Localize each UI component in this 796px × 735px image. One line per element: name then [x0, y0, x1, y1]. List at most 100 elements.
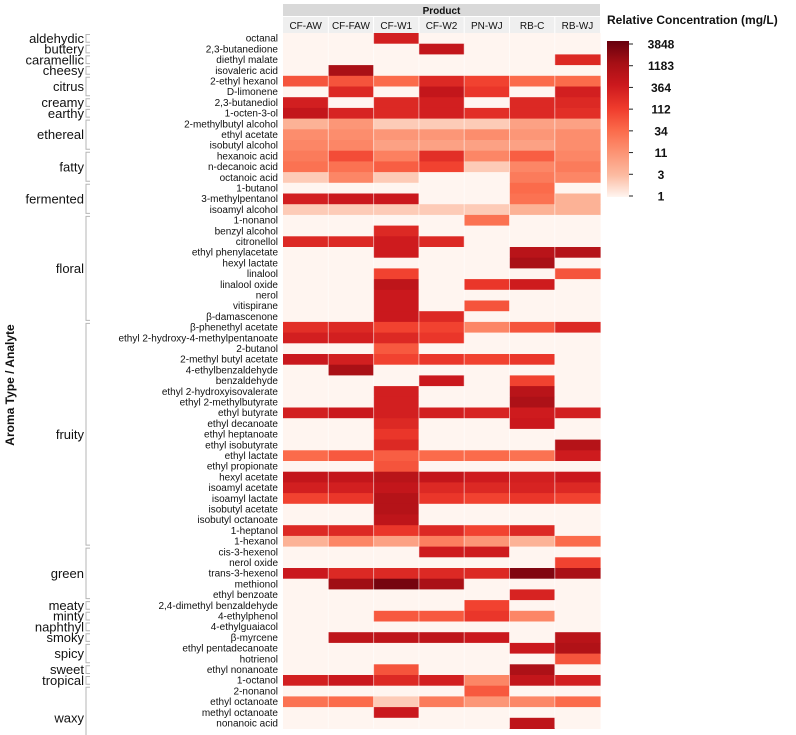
- heatmap-cell: [464, 450, 510, 462]
- heatmap-cell: [554, 311, 601, 323]
- heatmap-cell: [373, 471, 420, 483]
- aroma-group-label: naphthyl: [35, 619, 84, 634]
- product-header-band: [283, 4, 600, 16]
- heatmap-cell: [418, 364, 465, 376]
- analyte-label: isobutyl alcohol: [210, 141, 278, 152]
- heatmap-cell: [509, 118, 556, 130]
- heatmap-cell: [373, 289, 420, 301]
- heatmap-cell: [283, 514, 329, 526]
- heatmap-cell: [509, 568, 556, 580]
- analyte-label: vitispirane: [233, 301, 278, 312]
- heatmap-cell: [554, 182, 601, 194]
- heatmap-cell: [464, 364, 510, 376]
- analyte-label: 1-nonanol: [234, 216, 278, 227]
- heatmap-cell: [373, 236, 420, 248]
- heatmap-cell: [328, 257, 375, 269]
- heatmap-cell: [373, 450, 420, 462]
- heatmap-cell: [283, 439, 329, 451]
- heatmap-cell: [554, 493, 601, 505]
- heatmap-cell: [464, 707, 510, 719]
- heatmap-cell: [418, 621, 465, 633]
- aroma-group-bracket: [85, 66, 90, 75]
- heatmap-cell: [328, 43, 375, 55]
- heatmap-cell: [328, 375, 375, 387]
- heatmap-cell: [283, 525, 329, 537]
- heatmap-cell: [554, 653, 601, 665]
- heatmap-cell: [509, 589, 556, 601]
- heatmap-cell: [554, 65, 601, 77]
- heatmap-cell: [283, 675, 329, 687]
- aroma-group-label: aldehydic: [29, 31, 84, 46]
- heatmap-cell: [328, 129, 375, 141]
- heatmap-cell: [464, 332, 510, 344]
- heatmap-cell: [418, 461, 465, 473]
- heatmap-cell: [283, 161, 329, 173]
- heatmap-cell: [418, 439, 465, 451]
- heatmap-cell: [328, 236, 375, 248]
- heatmap-cell: [283, 632, 329, 644]
- heatmap-cell: [373, 482, 420, 494]
- heatmap-cell: [554, 193, 601, 205]
- analyte-label: ethyl benzoate: [213, 590, 278, 601]
- heatmap-cell: [373, 675, 420, 687]
- heatmap-cell: [373, 43, 420, 55]
- aroma-group-label: caramellic: [25, 52, 84, 67]
- heatmap-cell: [283, 600, 329, 612]
- heatmap-cell: [464, 225, 510, 237]
- heatmap-cell: [373, 535, 420, 548]
- heatmap-cell: [509, 525, 556, 537]
- heatmap-cell: [283, 43, 329, 55]
- heatmap-cell: [509, 354, 556, 366]
- heatmap-cell: [418, 493, 465, 505]
- analyte-label: ethyl acetate: [221, 130, 278, 141]
- heatmap-cell: [328, 172, 375, 184]
- aroma-group-label: creamy: [41, 95, 84, 110]
- heatmap-cell: [373, 653, 420, 665]
- heatmap-cell: [464, 129, 510, 141]
- heatmap-cell: [418, 675, 465, 687]
- legend-tick-label: 3848: [648, 38, 675, 52]
- heatmap-cell: [373, 75, 420, 87]
- heatmap-cell: [554, 418, 601, 430]
- heatmap-cell: [418, 321, 465, 334]
- aroma-group-bracket: [85, 76, 90, 97]
- heatmap-cell: [328, 696, 375, 708]
- heatmap-cell: [328, 471, 375, 483]
- heatmap-cell: [283, 33, 329, 45]
- analyte-label: 2,4-dimethyl benzaldehyde: [158, 601, 278, 612]
- heatmap-cell: [418, 514, 465, 526]
- heatmap-cell: [464, 428, 510, 441]
- heatmap-cell: [509, 407, 556, 419]
- heatmap-cell: [554, 450, 601, 462]
- heatmap-cell: [283, 311, 329, 323]
- heatmap-cell: [464, 471, 510, 483]
- heatmap-cell: [464, 685, 510, 697]
- heatmap-cell: [509, 140, 556, 152]
- heatmap-cell: [373, 343, 420, 355]
- heatmap-cell: [509, 257, 556, 269]
- heatmap-cell: [509, 439, 556, 451]
- heatmap-cell: [328, 118, 375, 130]
- aroma-group-label: fruity: [56, 427, 85, 442]
- heatmap-cell: [373, 418, 420, 430]
- heatmap-cell: [554, 632, 601, 644]
- heatmap-cell: [554, 279, 601, 291]
- analyte-label: linalool: [247, 269, 278, 280]
- heatmap-cell: [328, 439, 375, 451]
- heatmap-cell: [554, 343, 601, 355]
- heatmap-cell: [509, 482, 556, 494]
- column-label-band: [283, 17, 601, 33]
- heatmap-cell: [283, 461, 329, 473]
- heatmap-cell: [554, 514, 601, 526]
- heatmap-cell: [328, 461, 375, 473]
- analyte-label: ethyl 2-hydroxy-4-methylpentanoate: [118, 333, 278, 344]
- heatmap-cell: [373, 97, 420, 109]
- heatmap-cell: [283, 375, 329, 387]
- heatmap-cell: [283, 364, 329, 376]
- heatmap-cell: [554, 557, 601, 569]
- heatmap-cell: [373, 118, 420, 130]
- heatmap-cell: [283, 578, 329, 590]
- heatmap-cell: [554, 107, 601, 120]
- heatmap-cell: [373, 621, 420, 633]
- aroma-group-bracket: [85, 119, 90, 150]
